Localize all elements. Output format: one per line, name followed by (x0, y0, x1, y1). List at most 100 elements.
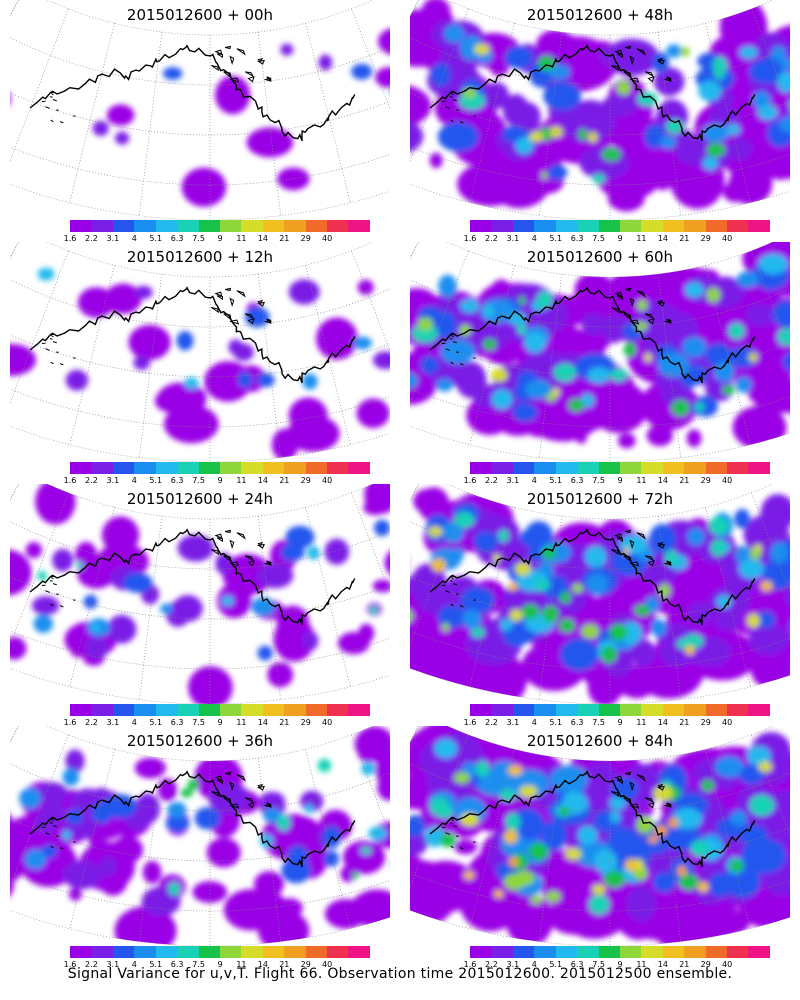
island-outline (225, 529, 232, 534)
contour-blob (222, 553, 273, 596)
colorbar-tick-label: 2.2 (85, 960, 98, 969)
contour-blob (459, 298, 480, 313)
island-outline (223, 313, 232, 321)
contour-blob (705, 908, 750, 937)
colorbar-swatch (662, 220, 685, 232)
meridian-line (351, 492, 390, 594)
colorbar-tick-label: 7.5 (592, 476, 605, 485)
signal-variance-map (410, 242, 790, 462)
colorbar-swatch (534, 220, 556, 232)
island-outline (459, 363, 464, 366)
meridian-line (138, 516, 163, 700)
coastline (29, 770, 356, 868)
contour-blob (625, 858, 637, 872)
contour-blob (84, 636, 109, 659)
contour-blob (133, 355, 151, 371)
meridian-line (257, 274, 282, 458)
island-outline (214, 533, 223, 539)
colorbar-tick-label: 14 (657, 476, 668, 485)
island-outline (229, 803, 240, 809)
map-boundary (10, 726, 390, 946)
colorbar-tick-label: 21 (279, 960, 290, 969)
colorbar (470, 946, 770, 958)
contour-blob (542, 820, 567, 851)
island-outline (257, 299, 264, 305)
colorbar-tick-label: 14 (257, 960, 268, 969)
colorbar-swatch (198, 704, 220, 716)
contour-blob (372, 579, 390, 593)
map-boundary (410, 0, 790, 220)
contour-blob (551, 140, 571, 157)
contour-blob (424, 826, 446, 848)
signal-variance-map (410, 484, 790, 704)
island-outline (247, 76, 255, 83)
island-outline (50, 334, 54, 338)
meridian-line (657, 758, 682, 942)
map-boundary (410, 726, 790, 946)
colorbar-swatch (512, 704, 535, 716)
contour-blob (746, 613, 760, 628)
contour-blob (433, 311, 457, 339)
colorbar-tick-label: 29 (700, 234, 711, 243)
parallel-line (410, 521, 790, 570)
island-outline (449, 338, 453, 340)
contour-blob (542, 605, 559, 623)
island-outline (256, 59, 265, 65)
meridian-line (257, 758, 282, 942)
meridian-line (538, 274, 563, 458)
meridian-line (751, 492, 790, 594)
contour-blob (623, 547, 630, 555)
contour-blob (430, 63, 451, 87)
contour-blob (649, 523, 676, 554)
colorbar-tick-label: 29 (300, 718, 311, 727)
contour-blob (83, 594, 98, 609)
colorbar-swatch (727, 462, 749, 474)
colorbar-tick-label: 1.6 (63, 476, 77, 485)
colorbar-tick-label: 5.1 (549, 960, 563, 969)
island-outline (223, 797, 232, 805)
colorbar-swatch (348, 946, 370, 958)
variance-field (10, 726, 390, 946)
contour-blob (698, 80, 722, 102)
colorbar-swatch (112, 462, 135, 474)
colorbar-swatch (284, 462, 306, 474)
parallel-line (410, 630, 790, 670)
contour-blob (679, 874, 699, 890)
contour-blob (65, 749, 85, 773)
contour-blob (576, 431, 587, 444)
island-outline (236, 48, 246, 56)
meridian-line (138, 758, 163, 942)
colorbar-swatch (684, 220, 706, 232)
colorbar-swatch (705, 220, 728, 232)
island-outline (636, 774, 646, 782)
contour-blob (350, 889, 390, 928)
contour-blob (559, 591, 572, 604)
parallel-line (410, 388, 790, 428)
colorbar-labels: 1.6 2.2 3.1 4 5.1 6.3 7.5 9 11 14 21 29 40 (464, 234, 770, 244)
contour-blob (508, 857, 519, 868)
contour-blob (653, 67, 685, 97)
meridian-line (10, 250, 69, 404)
contour-blob (184, 377, 199, 390)
island-outline (636, 290, 646, 298)
colorbar-tick-label: 11 (636, 960, 647, 969)
meridian-line (538, 758, 563, 942)
island-outline (50, 818, 54, 822)
colorbar-tick-label: 29 (300, 960, 311, 969)
contour-blob (106, 104, 135, 126)
panel-title: 2015012600 + 24h (126, 490, 274, 508)
meridian-line (410, 250, 469, 404)
contour-blob (783, 352, 790, 372)
colorbar-swatch (198, 946, 220, 958)
island-outline (256, 543, 265, 549)
colorbar-swatch (91, 704, 113, 716)
colorbar-swatch (219, 704, 242, 716)
contour-blob (687, 601, 714, 626)
contour-blob (577, 825, 598, 845)
island-outline (450, 845, 454, 849)
contour-blob (373, 519, 390, 537)
contour-blob (160, 603, 173, 614)
colorbar-swatch (262, 220, 285, 232)
colorbar-tick-label: 6.3 (170, 718, 184, 727)
contour-blob (603, 870, 625, 888)
